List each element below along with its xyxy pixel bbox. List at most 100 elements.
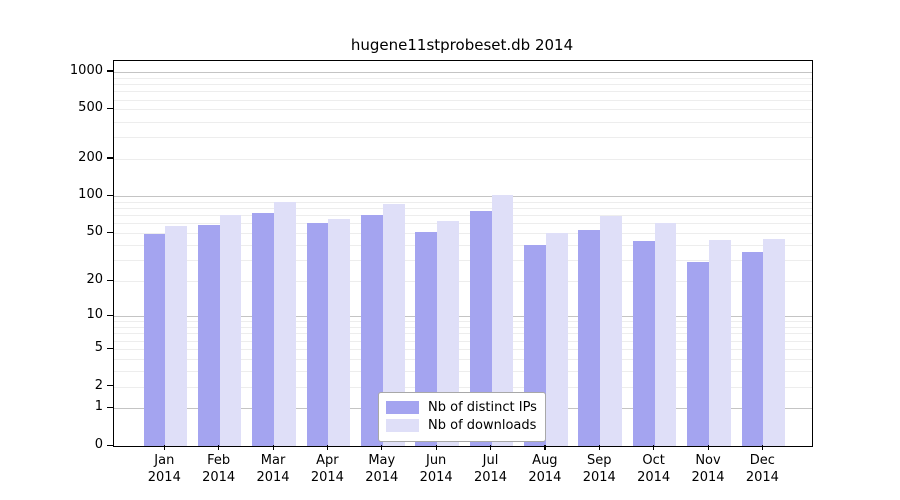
minor-gridline [114, 233, 812, 235]
x-tick-mark [544, 445, 546, 450]
x-tick-label-feb: Feb 2014 [202, 453, 236, 485]
minor-gridline [114, 333, 812, 335]
x-tick-label-aug: Aug 2014 [528, 453, 562, 485]
bar-downloads-nov [709, 239, 731, 446]
major-gridline [114, 71, 812, 73]
bar-distinct-ips-jul [469, 210, 492, 446]
minor-gridline [114, 358, 812, 360]
y-tick-mark [107, 314, 113, 316]
y-tick-mark [107, 107, 113, 110]
major-gridline [114, 316, 812, 318]
minor-gridline [114, 109, 812, 111]
x-tick-mark [326, 445, 329, 450]
x-tick-label-mar: Mar 2014 [256, 453, 290, 485]
minor-gridline [114, 208, 812, 210]
minor-gridline [114, 201, 812, 203]
minor-gridline [114, 158, 812, 160]
minor-gridline [114, 223, 812, 225]
bar-downloads-oct [654, 223, 677, 446]
x-tick-label-jul: Jul 2014 [473, 453, 508, 485]
x-tick-mark [218, 445, 220, 450]
bar-downloads-jun [437, 220, 459, 446]
minor-gridline [114, 77, 812, 79]
x-tick-mark [490, 445, 492, 450]
x-tick-mark [653, 445, 655, 450]
y-tick-label-500: 500 [78, 100, 103, 116]
bar-distinct-ips-jan [143, 234, 166, 446]
x-tick-mark [707, 445, 709, 450]
y-tick-label-2: 2 [94, 377, 103, 393]
x-tick-mark [163, 445, 165, 450]
bar-distinct-ips-dec [741, 252, 764, 446]
y-tick-label-100: 100 [78, 187, 103, 203]
y-tick-mark [107, 406, 113, 409]
bars-layer [114, 61, 812, 446]
minor-gridline [114, 386, 812, 388]
bar-distinct-ips-may [360, 215, 383, 446]
bar-downloads-sep [600, 216, 623, 446]
x-tick-label-nov: Nov 2014 [691, 453, 725, 485]
bar-downloads-jan [165, 226, 188, 446]
chart-title: hugene11stprobeset.db 2014 [350, 36, 574, 54]
bar-downloads-mar [274, 201, 296, 446]
y-tick-label-5: 5 [94, 340, 103, 355]
legend-swatch-downloads [386, 419, 419, 432]
y-tick-mark [107, 385, 113, 387]
minor-gridline [114, 340, 812, 342]
y-tick-mark [107, 194, 113, 196]
minor-gridline [114, 327, 812, 329]
minor-gridline [114, 137, 812, 139]
x-tick-label-sep: Sep 2014 [582, 453, 616, 485]
bar-distinct-ips-feb [197, 225, 220, 446]
x-tick-label-jan: Jan 2014 [147, 453, 181, 485]
y-tick-mark [107, 444, 113, 446]
y-axis: 0 1 2 5 10 20 50 100 200 500 1000 [0, 0, 113, 500]
y-tick-mark [107, 347, 113, 349]
x-tick-mark [272, 445, 274, 450]
gridlines [114, 61, 812, 446]
bar-downloads-may [382, 203, 405, 446]
minor-gridline [114, 370, 812, 372]
y-tick-label-0: 0 [94, 437, 103, 452]
y-tick-mark [107, 231, 113, 233]
y-tick-label-200: 200 [78, 149, 103, 165]
x-tick-mark [761, 445, 764, 450]
y-tick-mark [107, 157, 113, 159]
bar-downloads-apr [328, 219, 351, 446]
y-tick-label-1000: 1000 [69, 62, 103, 78]
minor-gridline [114, 215, 812, 217]
x-tick-mark [435, 445, 437, 450]
minor-gridline [114, 121, 812, 123]
legend-item-distinct-ips: Nb of distinct IPs [386, 399, 537, 416]
legend-label-distinct-ips: Nb of distinct IPs [428, 400, 537, 415]
bar-downloads-feb [219, 215, 242, 446]
legend: Nb of distinct IPs Nb of downloads [378, 392, 546, 442]
minor-gridline [114, 91, 812, 93]
minor-gridline [114, 321, 812, 323]
bar-downloads-aug [545, 233, 568, 446]
bar-downloads-dec [763, 238, 786, 446]
bar-distinct-ips-nov [687, 261, 709, 446]
minor-gridline [114, 281, 812, 283]
x-tick-label-jun: Jun 2014 [419, 453, 453, 485]
bar-distinct-ips-oct [632, 241, 655, 446]
bar-distinct-ips-sep [578, 230, 601, 446]
plot-area [113, 60, 813, 447]
minor-gridline [114, 349, 812, 350]
y-tick-label-50: 50 [86, 224, 103, 240]
x-tick-mark [598, 445, 600, 450]
minor-gridline [114, 244, 812, 246]
legend-item-downloads: Nb of downloads [386, 417, 536, 434]
x-tick-label-dec: Dec 2014 [745, 453, 779, 485]
minor-gridline [114, 99, 812, 101]
y-tick-label-10: 10 [86, 307, 103, 323]
legend-label-downloads: Nb of downloads [428, 418, 537, 433]
bar-distinct-ips-mar [252, 213, 275, 446]
y-tick-mark [107, 279, 113, 281]
major-gridline [114, 196, 812, 198]
y-tick-label-1: 1 [94, 399, 103, 415]
y-tick-mark [107, 70, 113, 72]
minor-gridline [114, 84, 812, 86]
